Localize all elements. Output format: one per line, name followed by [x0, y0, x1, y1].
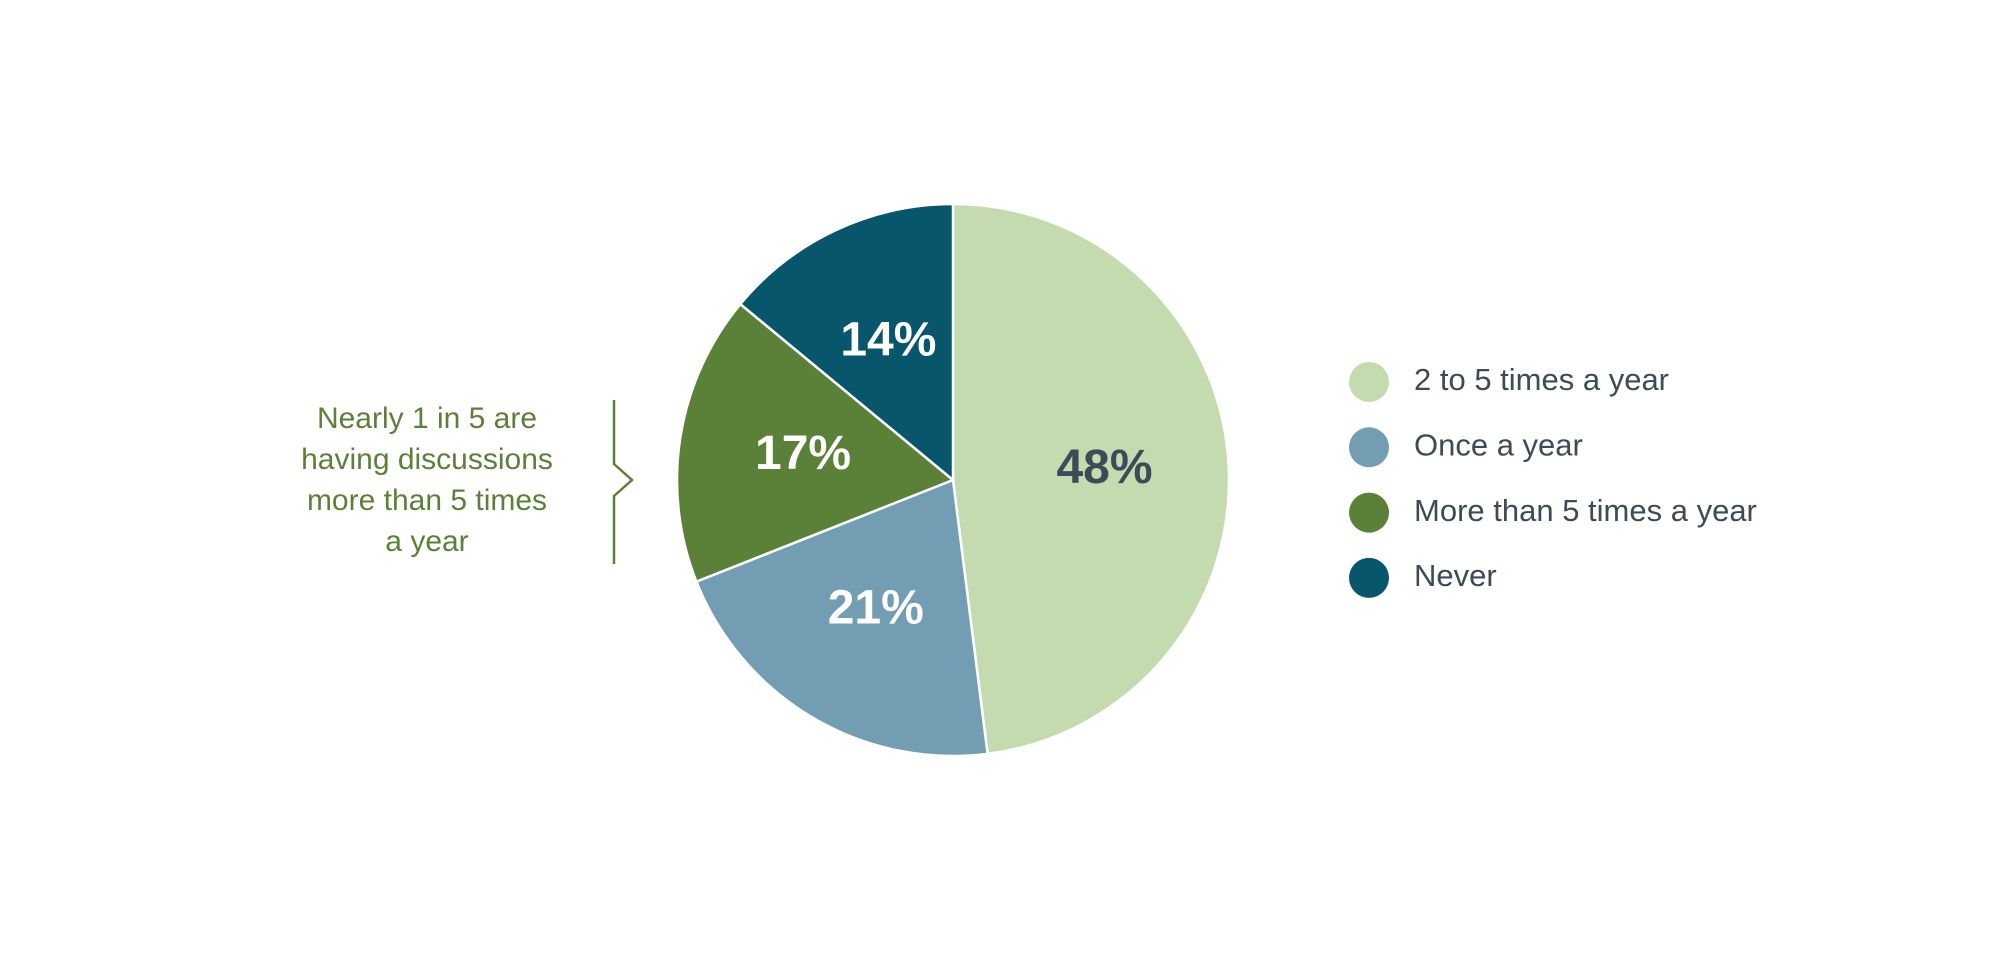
- legend-label: Once a year: [1414, 427, 1583, 462]
- annotation-bracket: [612, 400, 634, 564]
- legend-label: Never: [1414, 558, 1497, 593]
- pie-slice: [951, 202, 1231, 756]
- legend-swatch: [1349, 427, 1389, 468]
- data-label: 48%: [1056, 441, 1152, 494]
- data-label: 21%: [828, 581, 924, 634]
- pie-slice: [738, 202, 955, 483]
- data-label: 14%: [840, 313, 936, 366]
- pie-slice: [675, 302, 956, 584]
- data-label: 17%: [755, 427, 851, 480]
- legend-swatch: [1349, 492, 1389, 533]
- legend-label: 2 to 5 times a year: [1414, 362, 1669, 397]
- annotation-line: Nearly 1 in 5 are: [317, 402, 537, 435]
- legend-swatch: [1349, 362, 1389, 402]
- pie-slice: [694, 478, 989, 758]
- annotation-line: more than 5 times: [307, 484, 547, 517]
- legend-label: More than 5 times a year: [1414, 493, 1757, 528]
- annotation-line: a year: [385, 525, 468, 558]
- legend-swatch: [1349, 557, 1389, 598]
- annotation-line: having discussions: [301, 443, 553, 476]
